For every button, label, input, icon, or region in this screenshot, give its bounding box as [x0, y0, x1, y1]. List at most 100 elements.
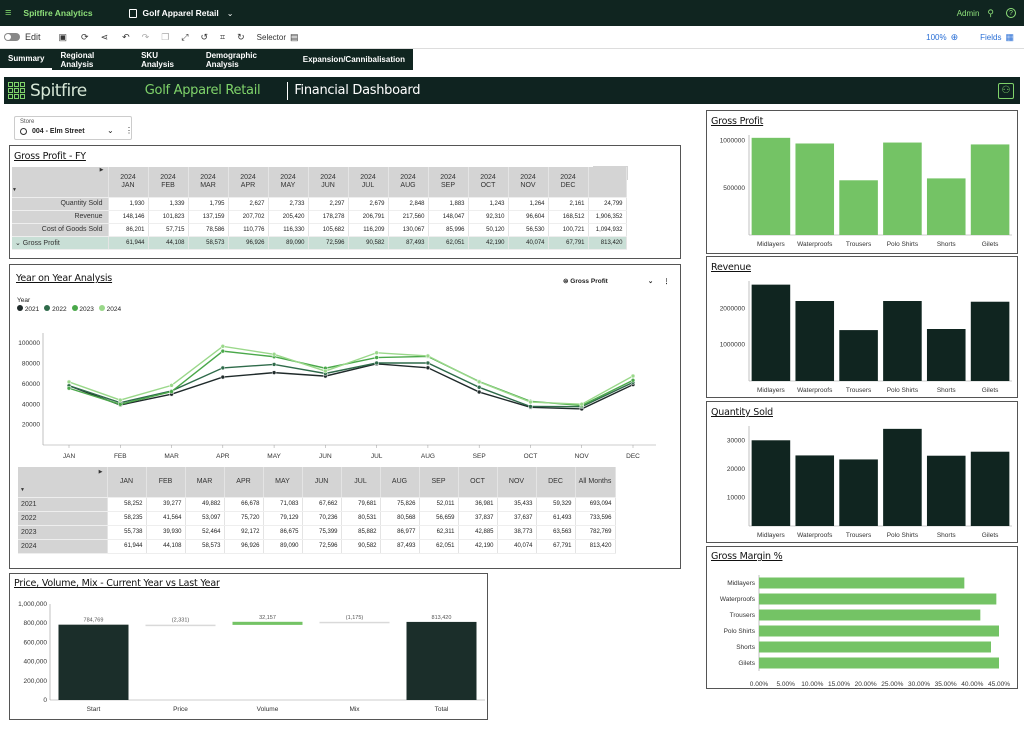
user-name[interactable]: Admin — [956, 8, 980, 18]
tab-regional-analysis[interactable]: Regional Analysis — [60, 50, 95, 69]
tab-sku-analysis[interactable]: SKU Analysis — [141, 50, 174, 69]
store-value[interactable]: 004 - Elm Street — [32, 128, 85, 135]
row-label[interactable]: 2022 — [18, 511, 108, 526]
more-icon[interactable]: ⋮ — [125, 126, 133, 135]
legend-item-2022[interactable]: 2022 — [44, 305, 67, 313]
x-tick-label: Waterproofs — [797, 532, 833, 539]
expand-icon[interactable]: ⤢ — [181, 31, 189, 42]
banner-divider — [287, 81, 289, 100]
table-cell: 1,795 — [188, 197, 229, 211]
bar-Midlayers — [759, 577, 965, 589]
zoom-level[interactable]: 100% — [926, 32, 947, 42]
tab-summary[interactable]: Summary — [0, 49, 53, 70]
tab-demographic-analysis[interactable]: Demographic Analysis — [205, 50, 257, 69]
save-icon[interactable]: ▣ — [58, 31, 68, 42]
y-tick-label: 800,000 — [24, 620, 48, 627]
row-label[interactable]: Quantity Sold — [12, 197, 109, 211]
quantity-panel: Quantity Sold 30000 20000 10000 Midlayers Wa… — [706, 401, 1018, 543]
x-tick-label: Midlayers — [757, 387, 786, 394]
data-point-2024 — [528, 399, 533, 405]
app-header: ≡ Spitfire Analytics Golf Apparel Retail… — [0, 0, 1024, 26]
data-point-2023 — [169, 389, 174, 394]
measure-selector[interactable]: ⊜ Gross Profit ⌄ ⋮ — [563, 277, 670, 285]
caret-icon[interactable]: ▼ — [12, 187, 17, 193]
bar-Price — [145, 624, 216, 627]
x-tick-label: Gilets — [982, 532, 999, 539]
total-header — [588, 167, 627, 198]
table-cell: 1,243 — [468, 197, 509, 211]
bar-Shorts — [926, 455, 966, 526]
legend-item-2024[interactable]: 2024 — [98, 305, 121, 313]
banner-logo-text: Spitfire — [30, 80, 87, 101]
help-icon[interactable]: ? — [1006, 8, 1016, 18]
data-point-2024 — [169, 383, 174, 388]
chevron-down-icon[interactable]: ⌄ — [107, 126, 114, 135]
fields-label[interactable]: Fields — [980, 32, 1002, 42]
month-header: 2024 JAN — [108, 167, 149, 198]
report-name[interactable]: Golf Apparel Retail — [142, 8, 219, 18]
refresh-icon[interactable]: ⟳ — [81, 31, 89, 42]
row-label[interactable]: ⌄ Gross Profit — [12, 236, 109, 250]
row-label[interactable]: 2024 — [18, 539, 108, 554]
row-label[interactable]: 2023 — [18, 525, 108, 540]
bar-Shorts — [759, 641, 991, 653]
x-tick-label: SEP — [473, 453, 486, 460]
selector-label[interactable]: Selector — [256, 32, 287, 42]
month-header: JUN — [302, 467, 342, 498]
more-icon[interactable]: ⋮ — [663, 278, 670, 285]
data-point-2022 — [374, 360, 379, 366]
table-cell: 58,235 — [107, 511, 147, 526]
month-header: 2024 SEP — [428, 167, 469, 198]
row-label[interactable]: 2021 — [18, 497, 108, 512]
legend-item-2023[interactable]: 2023 — [71, 305, 94, 313]
table-cell: 90,582 — [341, 539, 381, 554]
revenue-panel: Revenue 2000000 1000000 Midlayers Waterproo… — [706, 256, 1018, 398]
row-label[interactable]: Cost of Goods Sold — [12, 223, 109, 237]
tab-expansion[interactable]: Expansion/Cannibalisation — [302, 55, 405, 64]
store-filter[interactable]: Store 004 - Elm Street ⌄ ⋮ — [14, 116, 133, 140]
x-tick-label: Trousers — [846, 387, 872, 394]
row-label[interactable]: Revenue — [12, 210, 109, 224]
table-cell: 1,906,352 — [588, 210, 627, 224]
table-cell: 42,885 — [458, 525, 498, 540]
bar-Shorts — [926, 329, 966, 381]
table-cell: 80,531 — [341, 511, 381, 526]
table-cell: 87,493 — [380, 539, 420, 554]
app-brand: Spitfire Analytics — [23, 8, 93, 18]
gross-profit-fy-table: ▼ ▶ 2024 JAN 2024 FEB 2024 MAR 2024 APR 2024 M… — [12, 167, 627, 250]
chevron-down-icon[interactable]: ⌄ — [226, 8, 234, 18]
network-icon[interactable]: ⚇ — [998, 82, 1014, 99]
user-icon[interactable]: ⚲ — [987, 7, 994, 18]
table-cell: 168,512 — [548, 210, 589, 224]
table-cell: 38,773 — [497, 525, 537, 540]
spitfire-logo-icon — [8, 82, 25, 99]
month-header: SEP — [419, 467, 459, 498]
menu-icon[interactable]: ≡ — [5, 7, 12, 19]
redo-icon[interactable]: ↷ — [141, 31, 150, 42]
frame-icon[interactable]: ⌗ — [220, 31, 226, 42]
legend-item-2021[interactable]: 2021 — [17, 305, 39, 313]
table-corner: ▼ ▶ — [12, 167, 109, 198]
data-point-2024 — [271, 352, 277, 357]
data-point-2024 — [323, 368, 328, 374]
chevron-down-icon[interactable]: ⌄ — [647, 278, 654, 285]
reload-icon[interactable]: ↻ — [237, 31, 245, 42]
table-cell: 92,310 — [468, 210, 509, 224]
caret-icon[interactable]: ▼ — [20, 487, 25, 493]
dashboard-banner: Spitfire Golf Apparel Retail Financial D… — [4, 77, 1020, 104]
calculator-icon[interactable]: ▤ — [290, 31, 299, 42]
fields-icon[interactable]: ▦ — [1005, 31, 1014, 42]
currency-icon: ⊜ — [563, 278, 569, 285]
edit-toggle[interactable] — [4, 33, 20, 41]
reset-icon[interactable]: ↺ — [200, 31, 209, 42]
table-cell: 50,120 — [468, 223, 509, 237]
zoom-icon[interactable]: ⊕ — [950, 31, 959, 42]
copy-icon[interactable]: ❐ — [161, 31, 170, 42]
undo-icon[interactable]: ↶ — [122, 31, 130, 42]
share-icon[interactable]: ⋖ — [100, 31, 109, 42]
table-cell: 72,596 — [302, 539, 342, 554]
edit-label[interactable]: Edit — [25, 32, 41, 42]
quantity-bar-chart: 30000 20000 10000 Midlayers Waterproofs Trous… — [727, 426, 1012, 539]
bar-Gilets — [970, 144, 1010, 235]
x-tick-label: AUG — [421, 453, 435, 460]
